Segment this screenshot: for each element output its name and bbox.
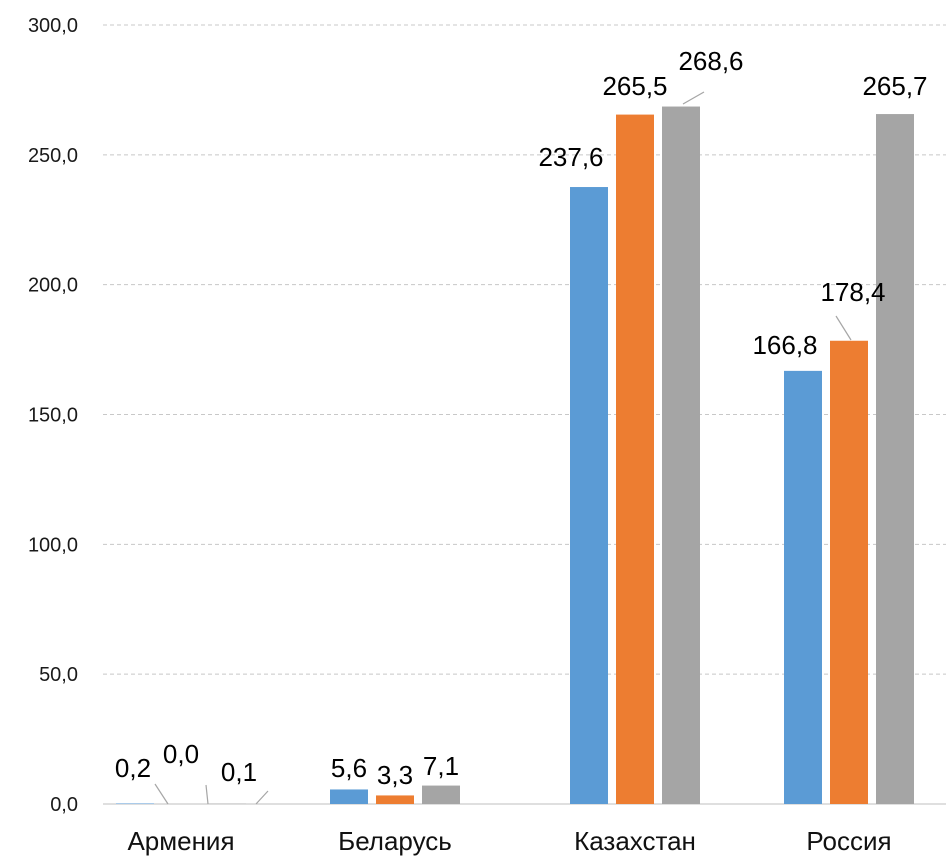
y-tick-label: 200,0 bbox=[28, 275, 78, 297]
data-label: 3,3 bbox=[377, 760, 413, 790]
data-label: 0,2 bbox=[115, 753, 151, 783]
leader-line bbox=[255, 790, 269, 805]
data-label: 268,6 bbox=[678, 46, 743, 76]
leader-line bbox=[835, 315, 852, 341]
bar bbox=[116, 803, 154, 804]
bar bbox=[570, 187, 608, 805]
x-category-label: Беларусь bbox=[338, 826, 452, 856]
bar bbox=[330, 789, 368, 804]
data-label: 265,7 bbox=[862, 71, 927, 101]
bar bbox=[876, 114, 914, 804]
x-category-label: Россия bbox=[806, 826, 891, 856]
y-tick-label: 0,0 bbox=[50, 794, 78, 816]
bars bbox=[116, 106, 914, 805]
y-tick-label: 250,0 bbox=[28, 145, 78, 167]
data-label: 166,8 bbox=[752, 330, 817, 360]
data-label: 178,4 bbox=[820, 277, 885, 307]
bar bbox=[376, 795, 414, 804]
data-label: 5,6 bbox=[331, 753, 367, 783]
data-label: 265,5 bbox=[602, 71, 667, 101]
y-tick-label: 50,0 bbox=[39, 664, 78, 686]
y-tick-label: 100,0 bbox=[28, 534, 78, 556]
leader-line bbox=[154, 783, 169, 805]
bar bbox=[422, 785, 460, 804]
x-category-label: Казахстан bbox=[574, 826, 696, 856]
data-labels: 0,2 0,0 0,1 5,6 3,3 7,1 237,6 265,5 268,6 166,817… bbox=[115, 46, 928, 790]
data-label: 7,1 bbox=[423, 751, 459, 781]
bar bbox=[616, 114, 654, 804]
y-tick-label: 300,0 bbox=[28, 15, 78, 37]
bar bbox=[830, 340, 868, 804]
x-axis-category-labels: Армения Беларусь Казахстан Россия bbox=[127, 826, 891, 856]
y-tick-label: 150,0 bbox=[28, 405, 78, 427]
leader-line bbox=[682, 91, 705, 105]
label-leader-lines bbox=[154, 91, 852, 805]
gridlines bbox=[103, 24, 946, 805]
y-axis-tick-labels: 0,0 50,0 100,0 150,0 200,0 250,0 300,0 bbox=[28, 15, 78, 816]
leader-line bbox=[205, 784, 209, 805]
bar bbox=[662, 106, 700, 804]
data-label: 237,6 bbox=[538, 142, 603, 172]
data-label: 0,1 bbox=[221, 757, 257, 787]
x-category-label: Армения bbox=[127, 826, 234, 856]
data-label: 0,0 bbox=[163, 739, 199, 769]
bar bbox=[784, 370, 822, 804]
